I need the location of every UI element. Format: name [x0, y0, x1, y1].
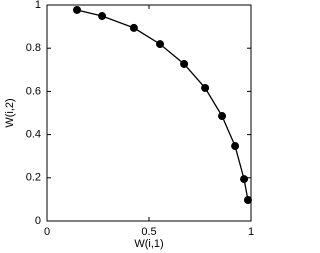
y-tick-label: 0.4 [26, 129, 41, 141]
y-tick-label: 0.8 [26, 42, 41, 54]
data-point [243, 196, 252, 205]
x-axis-label: W(i,1) [134, 238, 163, 250]
y-tick-label: 0.2 [26, 172, 41, 184]
plot-frame [46, 4, 252, 222]
x-tick-label: 0 [44, 226, 50, 238]
data-point [72, 5, 81, 14]
x-tick-label: 1 [248, 226, 254, 238]
y-axis-label: W(i,2) [4, 98, 16, 127]
chart: W(i,1) W(i,2) 0 0.5 1 0 0.2 0.4 0.6 0.8 1 [4, 0, 254, 250]
data-point [231, 142, 240, 151]
y-tick-label: 0.6 [26, 85, 41, 97]
data-point [129, 23, 138, 32]
series-line [76, 9, 249, 201]
y-tick-label: 1 [35, 0, 41, 11]
data-point [201, 83, 210, 92]
y-tick-label: 0 [35, 215, 41, 227]
data-point [156, 40, 165, 49]
data-point [218, 112, 227, 121]
data-point [240, 175, 249, 184]
x-tick-label: 0.5 [141, 226, 156, 238]
data-point [180, 59, 189, 68]
data-point [98, 12, 107, 21]
